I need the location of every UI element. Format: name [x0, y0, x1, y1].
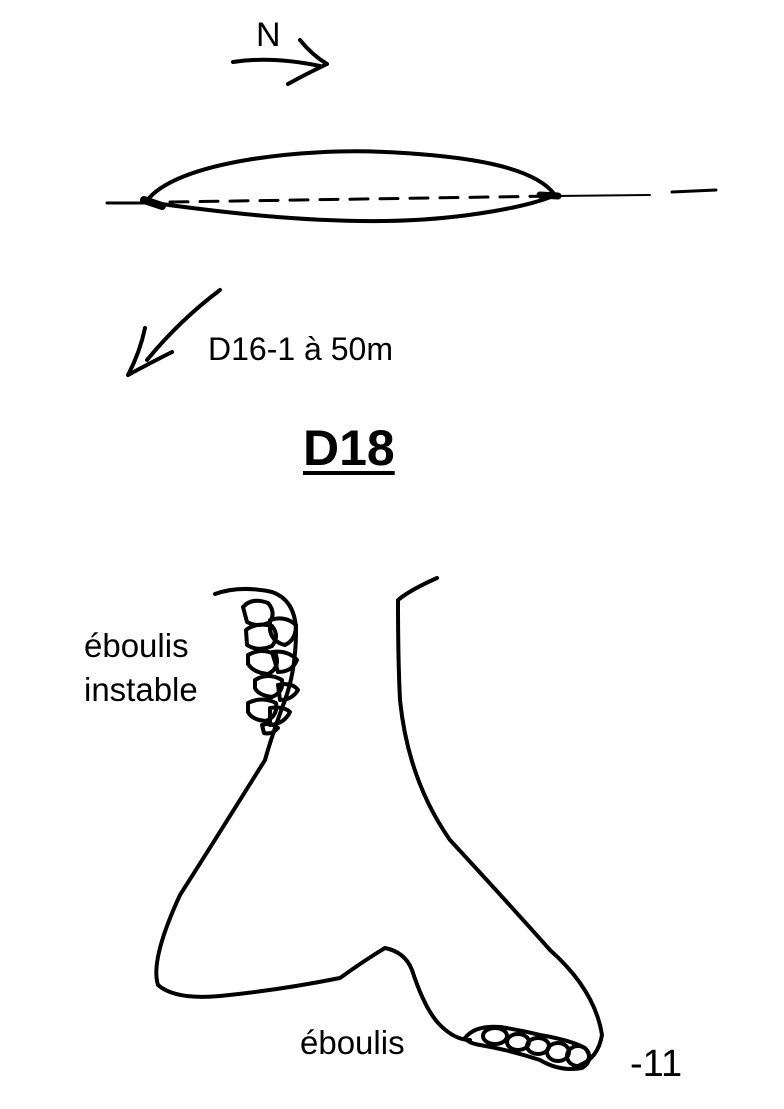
north-label: N [256, 16, 281, 54]
unstable-scree-label: éboulis instable [84, 624, 198, 711]
plan-outline [144, 149, 557, 224]
plan-view [105, 149, 718, 224]
unstable-scree-label-line2: instable [84, 670, 198, 708]
rock-icon [463, 1024, 592, 1071]
plan-axis-extension [554, 194, 651, 197]
section-view [154, 576, 604, 1071]
plan-axis-dashed [168, 194, 557, 204]
sketch-title: D18 [303, 420, 395, 476]
bottom-scree-label: éboulis [300, 1024, 405, 1061]
north-arrow-icon [231, 38, 329, 86]
direction-arrow-icon [126, 288, 222, 377]
right-wall [396, 576, 604, 1067]
plan-axis-tail [670, 188, 718, 194]
unstable-scree-label-line1: éboulis [84, 627, 189, 664]
unstable-scree-blocks [241, 598, 300, 736]
depth-label: -11 [630, 1043, 683, 1085]
left-wall [154, 587, 472, 1042]
reference-label: D16-1 à 50m [208, 331, 393, 367]
